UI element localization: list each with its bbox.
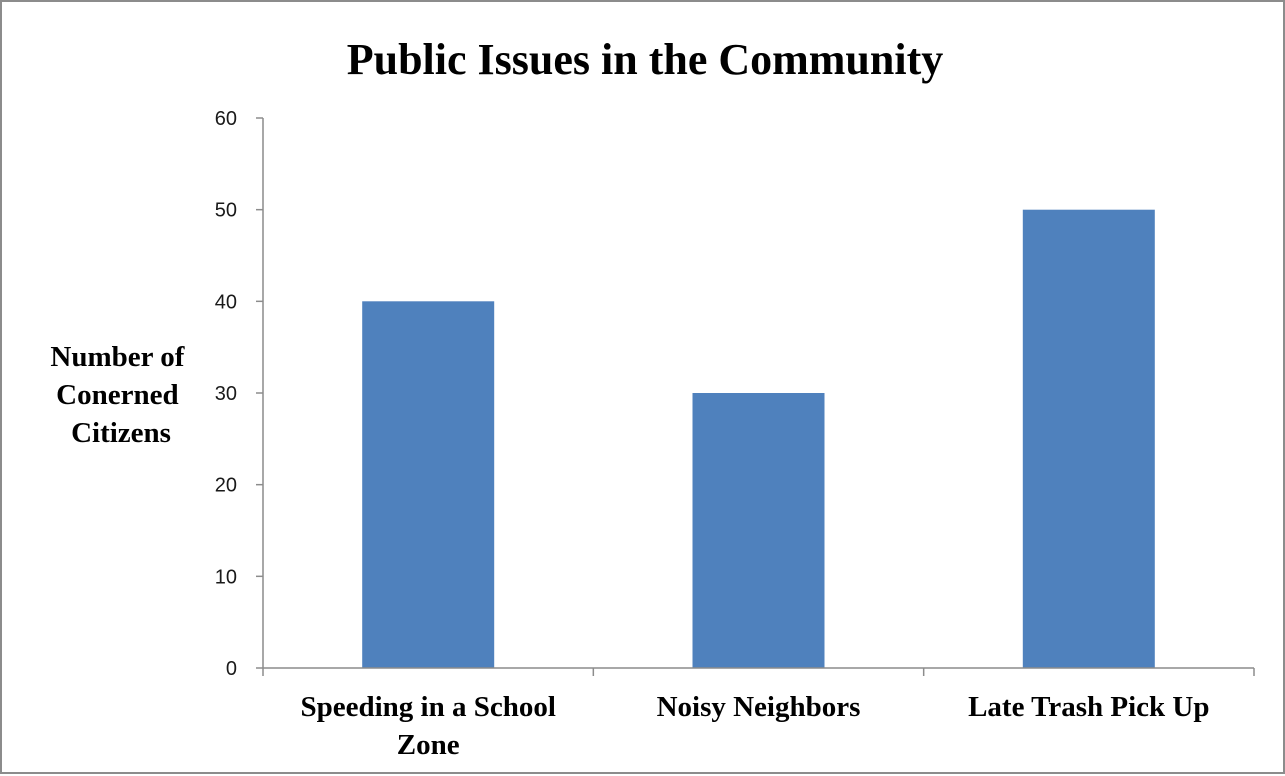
y-ticks-group: 0 10 20 30 40 50 60 [215, 108, 263, 680]
x-tick-label-line: Speeding in a School [300, 691, 555, 723]
y-tick-label: 60 [215, 108, 237, 130]
bar [1022, 209, 1155, 668]
bar [362, 301, 495, 668]
y-tick-label: 20 [215, 475, 237, 497]
x-tick-label: Speeding in a School Zone [300, 691, 555, 761]
x-tick-label: Late Trash Pick Up [968, 691, 1209, 723]
x-tick-label-line: Noisy Neighbors [657, 691, 861, 723]
y-axis-label: Number of Conerned Citizens [50, 341, 191, 449]
y-axis-label-line: Number of [50, 341, 184, 373]
y-tick-label: 30 [215, 383, 237, 405]
x-ticks-group: Speeding in a School Zone Noisy Neighbors L… [262, 668, 1255, 761]
y-axis-label-line: Conerned [56, 379, 178, 411]
x-tick-label-line: Late Trash Pick Up [968, 691, 1209, 723]
y-tick-label: 10 [215, 566, 237, 588]
chart-title: Public Issues in the Community [347, 35, 944, 84]
x-tick-label-line: Zone [397, 729, 460, 761]
y-tick-label: 40 [215, 291, 237, 313]
y-axis-label-line: Citizens [71, 417, 171, 449]
y-tick-label: 0 [226, 658, 237, 680]
bars-group [362, 209, 1155, 668]
bar [692, 393, 825, 668]
x-tick-label: Noisy Neighbors [657, 691, 861, 723]
y-tick-label: 50 [215, 200, 237, 222]
